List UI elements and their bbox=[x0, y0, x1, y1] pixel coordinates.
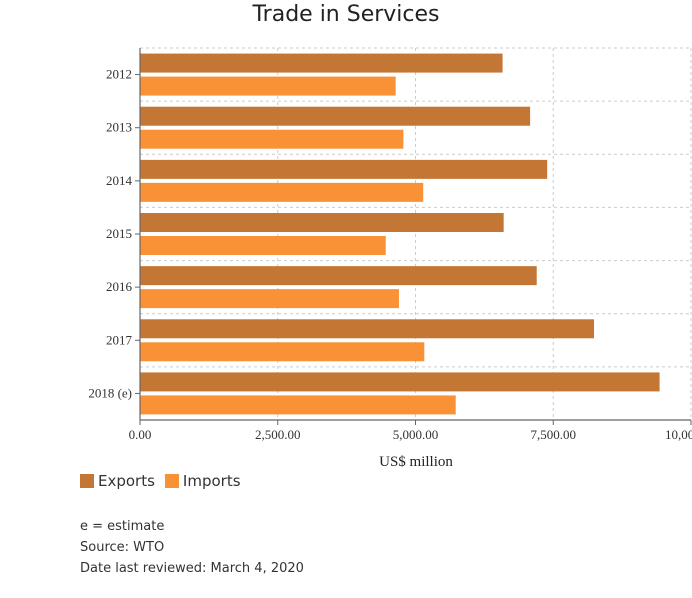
y-tick-label: 2013 bbox=[106, 120, 132, 135]
y-tick-label: 2017 bbox=[106, 332, 133, 347]
x-tick-label: 2,500.00 bbox=[255, 427, 301, 442]
bar-chart: 0.00 2,500.00 5,000.00 7,500.00 10,000.00 201… bbox=[88, 47, 692, 470]
legend-label-imports: Imports bbox=[182, 472, 241, 490]
bar-imports-2018e[interactable] bbox=[140, 395, 456, 415]
bar-exports-2012[interactable] bbox=[140, 53, 503, 73]
y-tick-label: 2012 bbox=[106, 67, 132, 82]
chart-title: Trade in Services bbox=[252, 2, 440, 27]
legend-item-exports[interactable]: Exports bbox=[80, 472, 155, 490]
x-axis-title: US$ million bbox=[379, 454, 453, 470]
bar-imports-2012[interactable] bbox=[140, 76, 396, 96]
legend-swatch-imports bbox=[164, 474, 179, 488]
bar-imports-2013[interactable] bbox=[140, 129, 404, 149]
bar-imports-2014[interactable] bbox=[140, 182, 424, 202]
chart-notes: e = estimate Source: WTO Date last revie… bbox=[80, 516, 304, 579]
note-source: Source: WTO bbox=[80, 540, 165, 555]
bar-imports-2015[interactable] bbox=[140, 236, 386, 255]
grid-lines bbox=[140, 47, 692, 420]
x-tick-label: 7,500.00 bbox=[531, 427, 577, 442]
bars bbox=[140, 53, 660, 415]
y-tick-label: 2014 bbox=[106, 173, 133, 188]
note-estimate: e = estimate bbox=[80, 519, 165, 534]
x-tick-label: 10,000.00 bbox=[665, 427, 692, 442]
axes: 0.00 2,500.00 5,000.00 7,500.00 10,000.00 201… bbox=[88, 48, 692, 442]
legend-item-imports[interactable]: Imports bbox=[164, 472, 241, 490]
bar-exports-2017[interactable] bbox=[140, 319, 595, 339]
bar-imports-2017[interactable] bbox=[140, 342, 425, 362]
bar-exports-2016[interactable] bbox=[140, 266, 537, 286]
bar-exports-2015[interactable] bbox=[140, 213, 504, 232]
legend: Exports Imports bbox=[80, 472, 241, 490]
x-tick-label: 5,000.00 bbox=[393, 427, 439, 442]
bar-exports-2014[interactable] bbox=[140, 159, 548, 179]
bar-exports-2013[interactable] bbox=[140, 106, 531, 126]
y-tick-label: 2015 bbox=[106, 226, 132, 241]
legend-label-exports: Exports bbox=[98, 472, 155, 490]
legend-swatch-exports bbox=[80, 474, 94, 488]
bar-imports-2016[interactable] bbox=[140, 289, 399, 309]
x-tick-label: 0.00 bbox=[129, 427, 152, 442]
y-tick-label: 2016 bbox=[106, 279, 133, 294]
bar-exports-2018e[interactable] bbox=[140, 372, 660, 392]
y-tick-label: 2018 (e) bbox=[88, 385, 132, 400]
note-last-reviewed: Date last reviewed: March 4, 2020 bbox=[80, 561, 304, 576]
